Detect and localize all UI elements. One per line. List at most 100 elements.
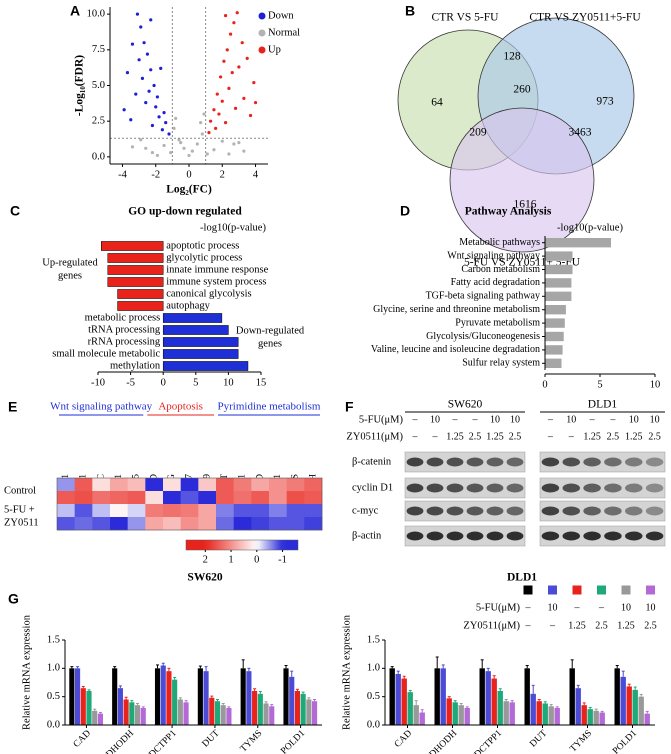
bar: [162, 313, 223, 323]
point: [212, 148, 216, 152]
venn-count: 209: [469, 127, 487, 139]
bar: [197, 668, 203, 725]
heatmap-cell: [198, 504, 217, 518]
bar: [117, 289, 164, 299]
point: [252, 81, 256, 85]
protein-label: cyclin D1: [352, 482, 393, 493]
bar: [545, 345, 563, 355]
lane-label: 10: [430, 414, 440, 425]
bar: [446, 698, 452, 725]
blot-band: [625, 483, 643, 493]
point: [150, 150, 155, 155]
venn-count: 260: [513, 84, 531, 96]
blot-band: [562, 506, 580, 516]
bar: [101, 241, 164, 251]
heatmap-cell: [251, 504, 270, 518]
bar: [289, 676, 295, 725]
heatmap-cell: [233, 517, 252, 531]
point: [122, 108, 126, 112]
point: [172, 126, 176, 130]
panel-label: G: [8, 591, 19, 607]
annotation: Up-regulated genes: [42, 258, 98, 282]
bar: [632, 689, 638, 725]
bar: [117, 301, 164, 311]
heatmap-cell: [57, 491, 75, 505]
point: [140, 76, 145, 80]
point: [130, 42, 135, 46]
x-tick-label: DUT: [528, 728, 549, 749]
heatmap-cell: [163, 517, 181, 531]
bar: [172, 679, 178, 725]
lane-label: 2.5: [509, 431, 522, 442]
point: [220, 99, 224, 103]
cell-line-label: SW620: [448, 399, 483, 411]
x-axis-label: -log10(p-value): [200, 222, 266, 233]
point: [230, 71, 234, 75]
chart-title: GO up-down regulated: [128, 206, 242, 218]
legend-label: Up: [268, 44, 281, 55]
bar: [257, 693, 263, 725]
point: [177, 138, 181, 142]
x-tick-label: DCTPP1: [147, 728, 179, 754]
blot-band: [506, 531, 524, 541]
bar: [209, 697, 215, 725]
lane-label: –: [472, 414, 479, 425]
x-tick-label: 5: [597, 379, 602, 390]
point: [207, 131, 211, 135]
point: [233, 106, 238, 110]
bar: [413, 705, 419, 725]
legend-cell: 10: [548, 602, 558, 613]
point: [209, 119, 213, 123]
x-tick-label: CAD: [72, 729, 93, 750]
blot-band: [583, 483, 601, 493]
bar: [644, 713, 650, 725]
heatmap-cell: [304, 504, 323, 518]
blot-band: [645, 531, 664, 541]
bar: [203, 671, 209, 725]
group-label: Wnt signaling pathway: [50, 401, 153, 413]
heatmap-cell: [145, 478, 164, 492]
heatmap-cell: [145, 504, 164, 518]
bar: [177, 699, 183, 725]
heatmap-cell: [286, 504, 305, 518]
bar: [587, 709, 593, 725]
lane-label: 2.5: [469, 431, 482, 442]
panel-label: C: [10, 203, 20, 219]
point: [169, 150, 173, 155]
x-tick-label: 0: [542, 379, 547, 390]
bar: [542, 703, 548, 725]
blot-band: [506, 457, 524, 467]
point: [223, 121, 228, 125]
lane-label: 1.25: [486, 431, 504, 442]
heatmap-cell: [216, 478, 234, 492]
bar: [545, 278, 572, 288]
heatmap-cell: [74, 478, 93, 492]
colorbar: [185, 539, 299, 551]
bar: [240, 668, 246, 725]
point: [225, 48, 229, 52]
category-label: methylation: [110, 360, 161, 371]
point: [144, 101, 148, 105]
bar: [389, 668, 395, 725]
venn-set: [449, 107, 595, 253]
treatment-label: 5-FU(μM): [359, 414, 404, 425]
heatmap-cell: [269, 478, 287, 492]
point: [159, 66, 163, 70]
y-tick-label: 1.5: [47, 634, 60, 645]
category-label: Metabolic pathways: [459, 237, 540, 248]
heatmap-cell: [74, 491, 93, 505]
point: [242, 96, 246, 100]
heatmap-cell: [92, 491, 111, 505]
heatmap-cell: [180, 517, 199, 531]
heatmap-cell: [180, 504, 199, 518]
x-tick-label: 10: [223, 377, 234, 388]
blot-band: [486, 506, 504, 516]
bar: [548, 706, 554, 725]
blot-band: [446, 506, 464, 516]
bar: [545, 291, 572, 301]
point: [179, 140, 183, 145]
lane-label: 10: [490, 414, 500, 425]
point: [162, 111, 166, 115]
legend-cell: 10: [621, 602, 631, 613]
x-tick-label: POLD1: [611, 728, 639, 754]
